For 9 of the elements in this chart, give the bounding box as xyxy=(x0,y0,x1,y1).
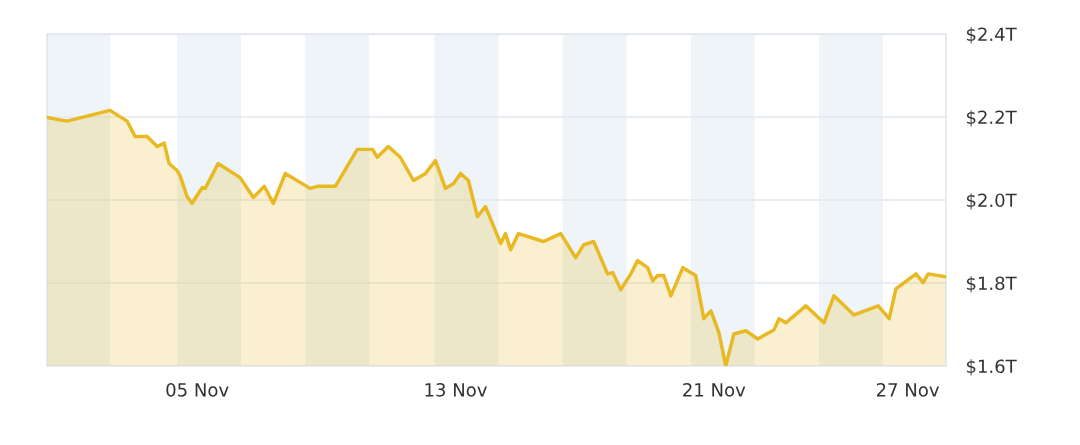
x-tick-label: 27 Nov xyxy=(876,382,939,397)
x-tick-label: 05 Nov xyxy=(166,382,229,397)
y-tick-label: $1.8T xyxy=(966,276,1017,293)
y-tick-label: $2.2T xyxy=(966,110,1017,127)
y-tick-label: $2.0T xyxy=(966,193,1017,210)
y-tick-label: $2.4T xyxy=(966,27,1017,44)
x-tick-label: 13 Nov xyxy=(425,382,487,397)
y-tick-label: $1.6T xyxy=(966,359,1017,376)
x-tick-label: 21 Nov xyxy=(683,382,746,397)
